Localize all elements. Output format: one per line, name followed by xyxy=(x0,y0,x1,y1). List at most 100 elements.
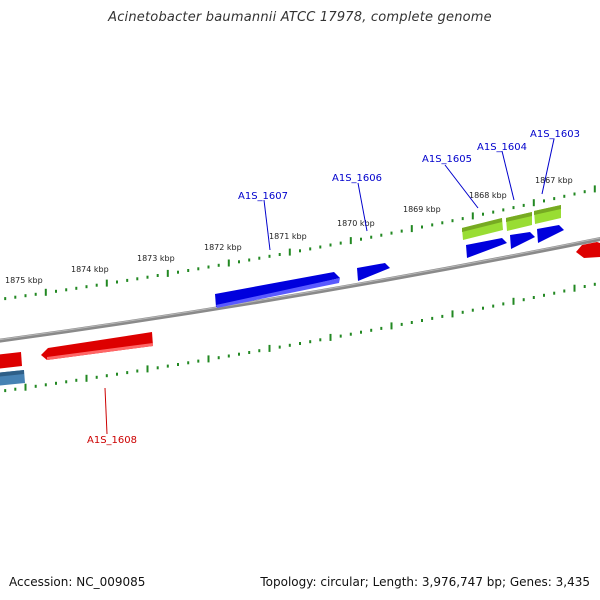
inner-scale-minor-tick xyxy=(370,328,373,332)
inner-scale-minor-tick xyxy=(431,316,434,320)
inner-scale-minor-tick xyxy=(410,321,413,324)
outer-scale-minor-tick xyxy=(461,217,464,221)
outer-scale-major-tick xyxy=(166,269,169,277)
reverse-leader-line xyxy=(104,387,108,435)
inner-scale-minor-tick xyxy=(34,384,37,388)
outer-scale-minor-tick xyxy=(126,278,129,282)
inner-scale-major-tick xyxy=(268,344,271,352)
gene-a1s-1604[interactable] xyxy=(510,232,535,249)
gene-label-a1s-1606[interactable]: A1S_1606 xyxy=(332,173,382,184)
inner-scale-minor-tick xyxy=(441,314,444,318)
inner-scale-minor-tick xyxy=(187,361,190,365)
genome-summary-text: Topology: circular; Length: 3,976,747 bp… xyxy=(260,575,590,589)
tick-label-1867: 1867 kbp xyxy=(535,176,573,185)
inner-scale-minor-tick xyxy=(136,369,139,373)
inner-scale-minor-tick xyxy=(75,378,78,382)
outer-scale-major-tick xyxy=(105,279,108,287)
scale-labels: 1875 kbp 1874 kbp 1873 kbp 1872 kbp 1871… xyxy=(5,176,573,285)
inner-scale-minor-tick xyxy=(319,338,322,342)
outer-scale-minor-tick xyxy=(512,206,515,210)
outer-scale-minor-tick xyxy=(85,285,88,289)
gene-a1s-1608[interactable] xyxy=(41,332,153,360)
outer-scale-minor-tick xyxy=(563,194,566,198)
outer-scale-minor-tick xyxy=(400,229,403,233)
reverse-gene-left-edge[interactable] xyxy=(0,352,22,369)
inner-scale-minor-tick xyxy=(583,285,586,288)
inner-scale-minor-tick xyxy=(248,351,251,354)
outer-scale-major-tick xyxy=(288,248,291,256)
inner-scale-minor-tick xyxy=(492,304,495,308)
outer-scale-minor-tick xyxy=(441,221,444,225)
rna-feature-a1s-1604-top xyxy=(506,212,532,222)
outer-scale-minor-tick xyxy=(299,249,301,253)
tick-label-1868: 1868 kbp xyxy=(469,191,507,200)
inner-scale-major-tick xyxy=(24,383,27,391)
reverse-gene-right-edge[interactable] xyxy=(576,242,600,258)
inner-scale-minor-tick xyxy=(502,302,505,306)
genome-backbone xyxy=(0,236,600,343)
outer-scale-major-tick xyxy=(471,212,474,220)
gene-a1s-1605[interactable] xyxy=(466,238,507,258)
gene-label-a1s-1603[interactable]: A1S_1603 xyxy=(530,129,580,140)
rna-feature-a1s-1603-top xyxy=(534,205,561,215)
inner-scale-minor-tick xyxy=(309,340,312,344)
tick-label-1872: 1872 kbp xyxy=(204,243,242,252)
inner-scale-major-tick xyxy=(390,322,393,330)
gene-label-a1s-1608[interactable]: A1S_1608 xyxy=(87,435,137,446)
outer-scale-minor-tick xyxy=(4,297,7,301)
outer-scale-minor-tick xyxy=(146,275,149,279)
inner-scale-ticks xyxy=(4,282,596,393)
outer-scale-minor-tick xyxy=(187,269,190,272)
gene-label-a1s-1604[interactable]: A1S_1604 xyxy=(477,142,527,153)
inner-scale-minor-tick xyxy=(105,374,108,378)
outer-scale-minor-tick xyxy=(583,190,586,194)
outer-scale-minor-tick xyxy=(553,197,556,201)
outer-scale-major-tick xyxy=(532,199,535,207)
gene-a1s-1606[interactable] xyxy=(357,263,390,281)
gene-a1s-1603[interactable] xyxy=(537,225,564,243)
inner-scale-minor-tick xyxy=(360,330,362,334)
gene-a1s-1607-shadow xyxy=(216,278,340,308)
outer-scale-minor-tick xyxy=(319,245,322,249)
outer-scale-minor-tick xyxy=(75,286,78,290)
gene-label-a1s-1607[interactable]: A1S_1607 xyxy=(238,191,288,202)
outer-scale-minor-tick xyxy=(24,294,27,298)
outer-scale-major-tick xyxy=(410,225,413,233)
inner-scale-minor-tick xyxy=(258,349,261,353)
outer-scale-minor-tick xyxy=(502,208,505,212)
gene-a1s-1607[interactable] xyxy=(215,272,340,307)
tick-label-1871: 1871 kbp xyxy=(269,232,307,241)
outer-scale-minor-tick xyxy=(95,283,98,287)
inner-scale-minor-tick xyxy=(217,356,220,360)
inner-scale-minor-tick xyxy=(227,354,230,358)
outer-scale-minor-tick xyxy=(65,288,68,292)
genome-backbone-highlight xyxy=(0,237,600,341)
outer-scale-minor-tick xyxy=(329,243,332,247)
outer-scale-minor-tick xyxy=(339,241,342,245)
inner-scale-minor-tick xyxy=(400,322,403,326)
outer-scale-minor-tick xyxy=(197,267,200,271)
outer-scale-minor-tick xyxy=(248,258,251,262)
outer-scale-minor-tick xyxy=(156,274,159,277)
inner-scale-minor-tick xyxy=(380,326,383,330)
outer-scale-ticks xyxy=(4,185,596,301)
outer-scale-minor-tick xyxy=(431,223,434,227)
inner-scale-major-tick xyxy=(512,297,515,305)
inner-scale-major-tick xyxy=(146,365,149,373)
outer-scale-minor-tick xyxy=(278,253,281,256)
outer-scale-minor-tick xyxy=(370,235,373,239)
outer-scale-major-tick xyxy=(593,185,596,193)
inner-scale-minor-tick xyxy=(543,293,545,297)
outer-scale-minor-tick xyxy=(14,295,17,299)
map-title: Acinetobacter baumannii ATCC 17978, comp… xyxy=(108,10,492,25)
inner-scale-minor-tick xyxy=(593,282,596,286)
inner-scale-minor-tick xyxy=(95,375,98,379)
rna-features xyxy=(462,205,561,240)
inner-scale-minor-tick xyxy=(126,371,129,375)
gene-label-a1s-1605[interactable]: A1S_1605 xyxy=(422,154,472,165)
outer-scale-minor-tick xyxy=(268,254,271,258)
gene-a1s-1608-shadow xyxy=(47,343,153,360)
inner-scale-minor-tick xyxy=(177,363,179,366)
outer-scale-minor-tick xyxy=(522,203,525,207)
inner-scale-major-tick xyxy=(573,284,576,292)
